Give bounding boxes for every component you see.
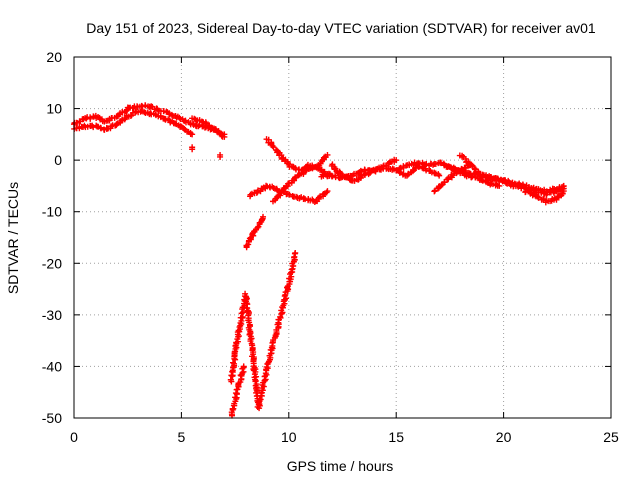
x-tick-label: 10 bbox=[281, 429, 297, 445]
series-track-9 bbox=[269, 151, 331, 205]
data-point-marker bbox=[168, 111, 175, 118]
y-tick-label: 10 bbox=[46, 101, 62, 117]
data-point-marker bbox=[263, 363, 270, 370]
data-point-marker bbox=[553, 196, 560, 203]
y-tick-label: -10 bbox=[42, 204, 62, 220]
data-point-marker bbox=[441, 161, 448, 168]
series-track-11 bbox=[328, 156, 400, 184]
series-track-4 bbox=[228, 363, 247, 419]
series-isolated-b bbox=[217, 151, 224, 160]
data-point-marker bbox=[409, 168, 416, 175]
series-track-2 bbox=[71, 107, 196, 138]
data-point-marker bbox=[324, 151, 331, 158]
data-point-marker bbox=[242, 290, 249, 297]
data-point-marker bbox=[229, 359, 236, 366]
y-tick-label: -50 bbox=[42, 410, 62, 426]
y-axis-label: SDTVAR / TECUs bbox=[5, 182, 21, 294]
plot-frame bbox=[73, 56, 612, 419]
data-point-marker bbox=[284, 284, 291, 291]
data-point-marker bbox=[260, 213, 267, 220]
data-point-marker bbox=[385, 159, 392, 166]
series-track-3 bbox=[189, 115, 228, 140]
data-point-marker bbox=[142, 102, 149, 109]
series-track-6 bbox=[243, 213, 267, 251]
x-tick-label: 15 bbox=[388, 429, 404, 445]
y-tick-label: 20 bbox=[46, 49, 62, 65]
data-point-marker bbox=[176, 114, 183, 121]
data-point-marker bbox=[263, 182, 270, 189]
data-point-marker bbox=[436, 172, 443, 179]
y-tick-label: -20 bbox=[42, 255, 62, 271]
x-tick-label: 0 bbox=[70, 429, 78, 445]
x-tick-label: 25 bbox=[603, 429, 619, 445]
data-point-marker bbox=[429, 161, 436, 168]
data-point-marker bbox=[431, 188, 438, 195]
series-track-14 bbox=[441, 161, 503, 189]
data-point-marker bbox=[98, 125, 105, 132]
data-point-marker bbox=[496, 182, 503, 189]
data-point-marker bbox=[221, 133, 228, 140]
data-point-marker bbox=[181, 125, 188, 132]
y-tick-label: -40 bbox=[42, 358, 62, 374]
x-axis-label: GPS time / hours bbox=[287, 458, 394, 474]
y-tick-label: -30 bbox=[42, 307, 62, 323]
x-tick-label: 5 bbox=[178, 429, 186, 445]
x-tick-label: 20 bbox=[496, 429, 512, 445]
data-point-marker bbox=[469, 173, 476, 180]
data-point-marker bbox=[292, 249, 299, 256]
data-point-marker bbox=[277, 313, 284, 320]
chart-title: Day 151 of 2023, Sidereal Day-to-day VTE… bbox=[86, 20, 596, 36]
data-point-marker bbox=[475, 168, 482, 175]
data-point-marker bbox=[357, 167, 364, 174]
data-point-marker bbox=[357, 173, 364, 180]
series-track-17 bbox=[522, 188, 567, 206]
data-point-marker bbox=[310, 164, 317, 171]
data-point-marker bbox=[274, 193, 281, 200]
data-point-marker bbox=[127, 112, 134, 119]
data-point-marker bbox=[217, 153, 224, 160]
data-point-marker bbox=[393, 157, 400, 164]
data-point-marker bbox=[189, 131, 196, 138]
data-point-marker bbox=[324, 188, 331, 195]
data-point-marker bbox=[258, 216, 265, 223]
series-isolated-a bbox=[189, 144, 196, 153]
data-point-marker bbox=[189, 146, 196, 153]
data-point-marker bbox=[254, 224, 261, 231]
data-point-marker bbox=[286, 191, 293, 198]
axis-ticks: 0 5 10 15 20 25 20 10 0 -10 -20 -30 -40 -50 bbox=[42, 49, 619, 445]
series-track-12 bbox=[393, 162, 443, 179]
series-track-5 bbox=[227, 249, 299, 412]
data-point-marker bbox=[246, 235, 253, 242]
data-point-marker bbox=[229, 405, 236, 412]
data-point-marker bbox=[262, 376, 269, 383]
y-tick-label: 0 bbox=[54, 152, 62, 168]
data-point-marker bbox=[416, 163, 423, 170]
data-point-marker bbox=[560, 188, 567, 195]
series-track-7 bbox=[247, 182, 331, 205]
data-marks bbox=[70, 102, 567, 419]
grid bbox=[74, 57, 611, 418]
data-point-marker bbox=[240, 363, 247, 370]
